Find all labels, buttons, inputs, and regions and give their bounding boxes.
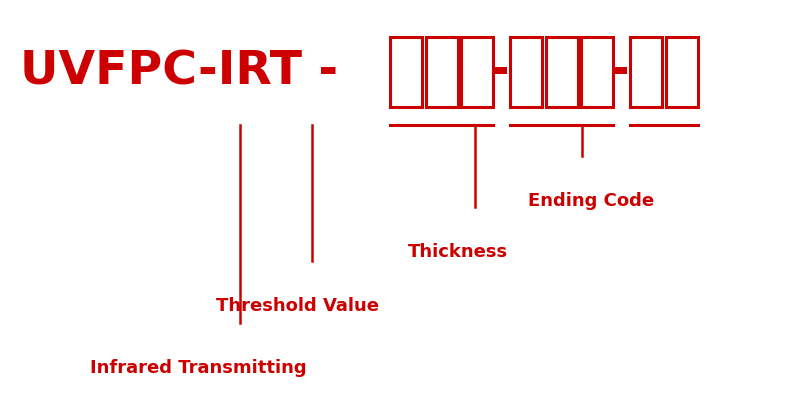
Bar: [426, 37, 458, 107]
Text: Thickness: Thickness: [408, 243, 508, 261]
Text: Ending Code: Ending Code: [528, 192, 654, 209]
Bar: [390, 37, 422, 107]
Text: -: -: [490, 49, 509, 94]
Text: -: -: [610, 49, 629, 94]
Bar: [666, 37, 698, 107]
Bar: [510, 37, 542, 107]
Bar: [461, 37, 493, 107]
Bar: [581, 37, 613, 107]
Bar: [630, 37, 662, 107]
Text: Threshold Value: Threshold Value: [216, 297, 379, 315]
Text: UVFPC-IRT -: UVFPC-IRT -: [20, 49, 338, 94]
Bar: [546, 37, 578, 107]
Text: Infrared Transmitting: Infrared Transmitting: [90, 359, 306, 377]
